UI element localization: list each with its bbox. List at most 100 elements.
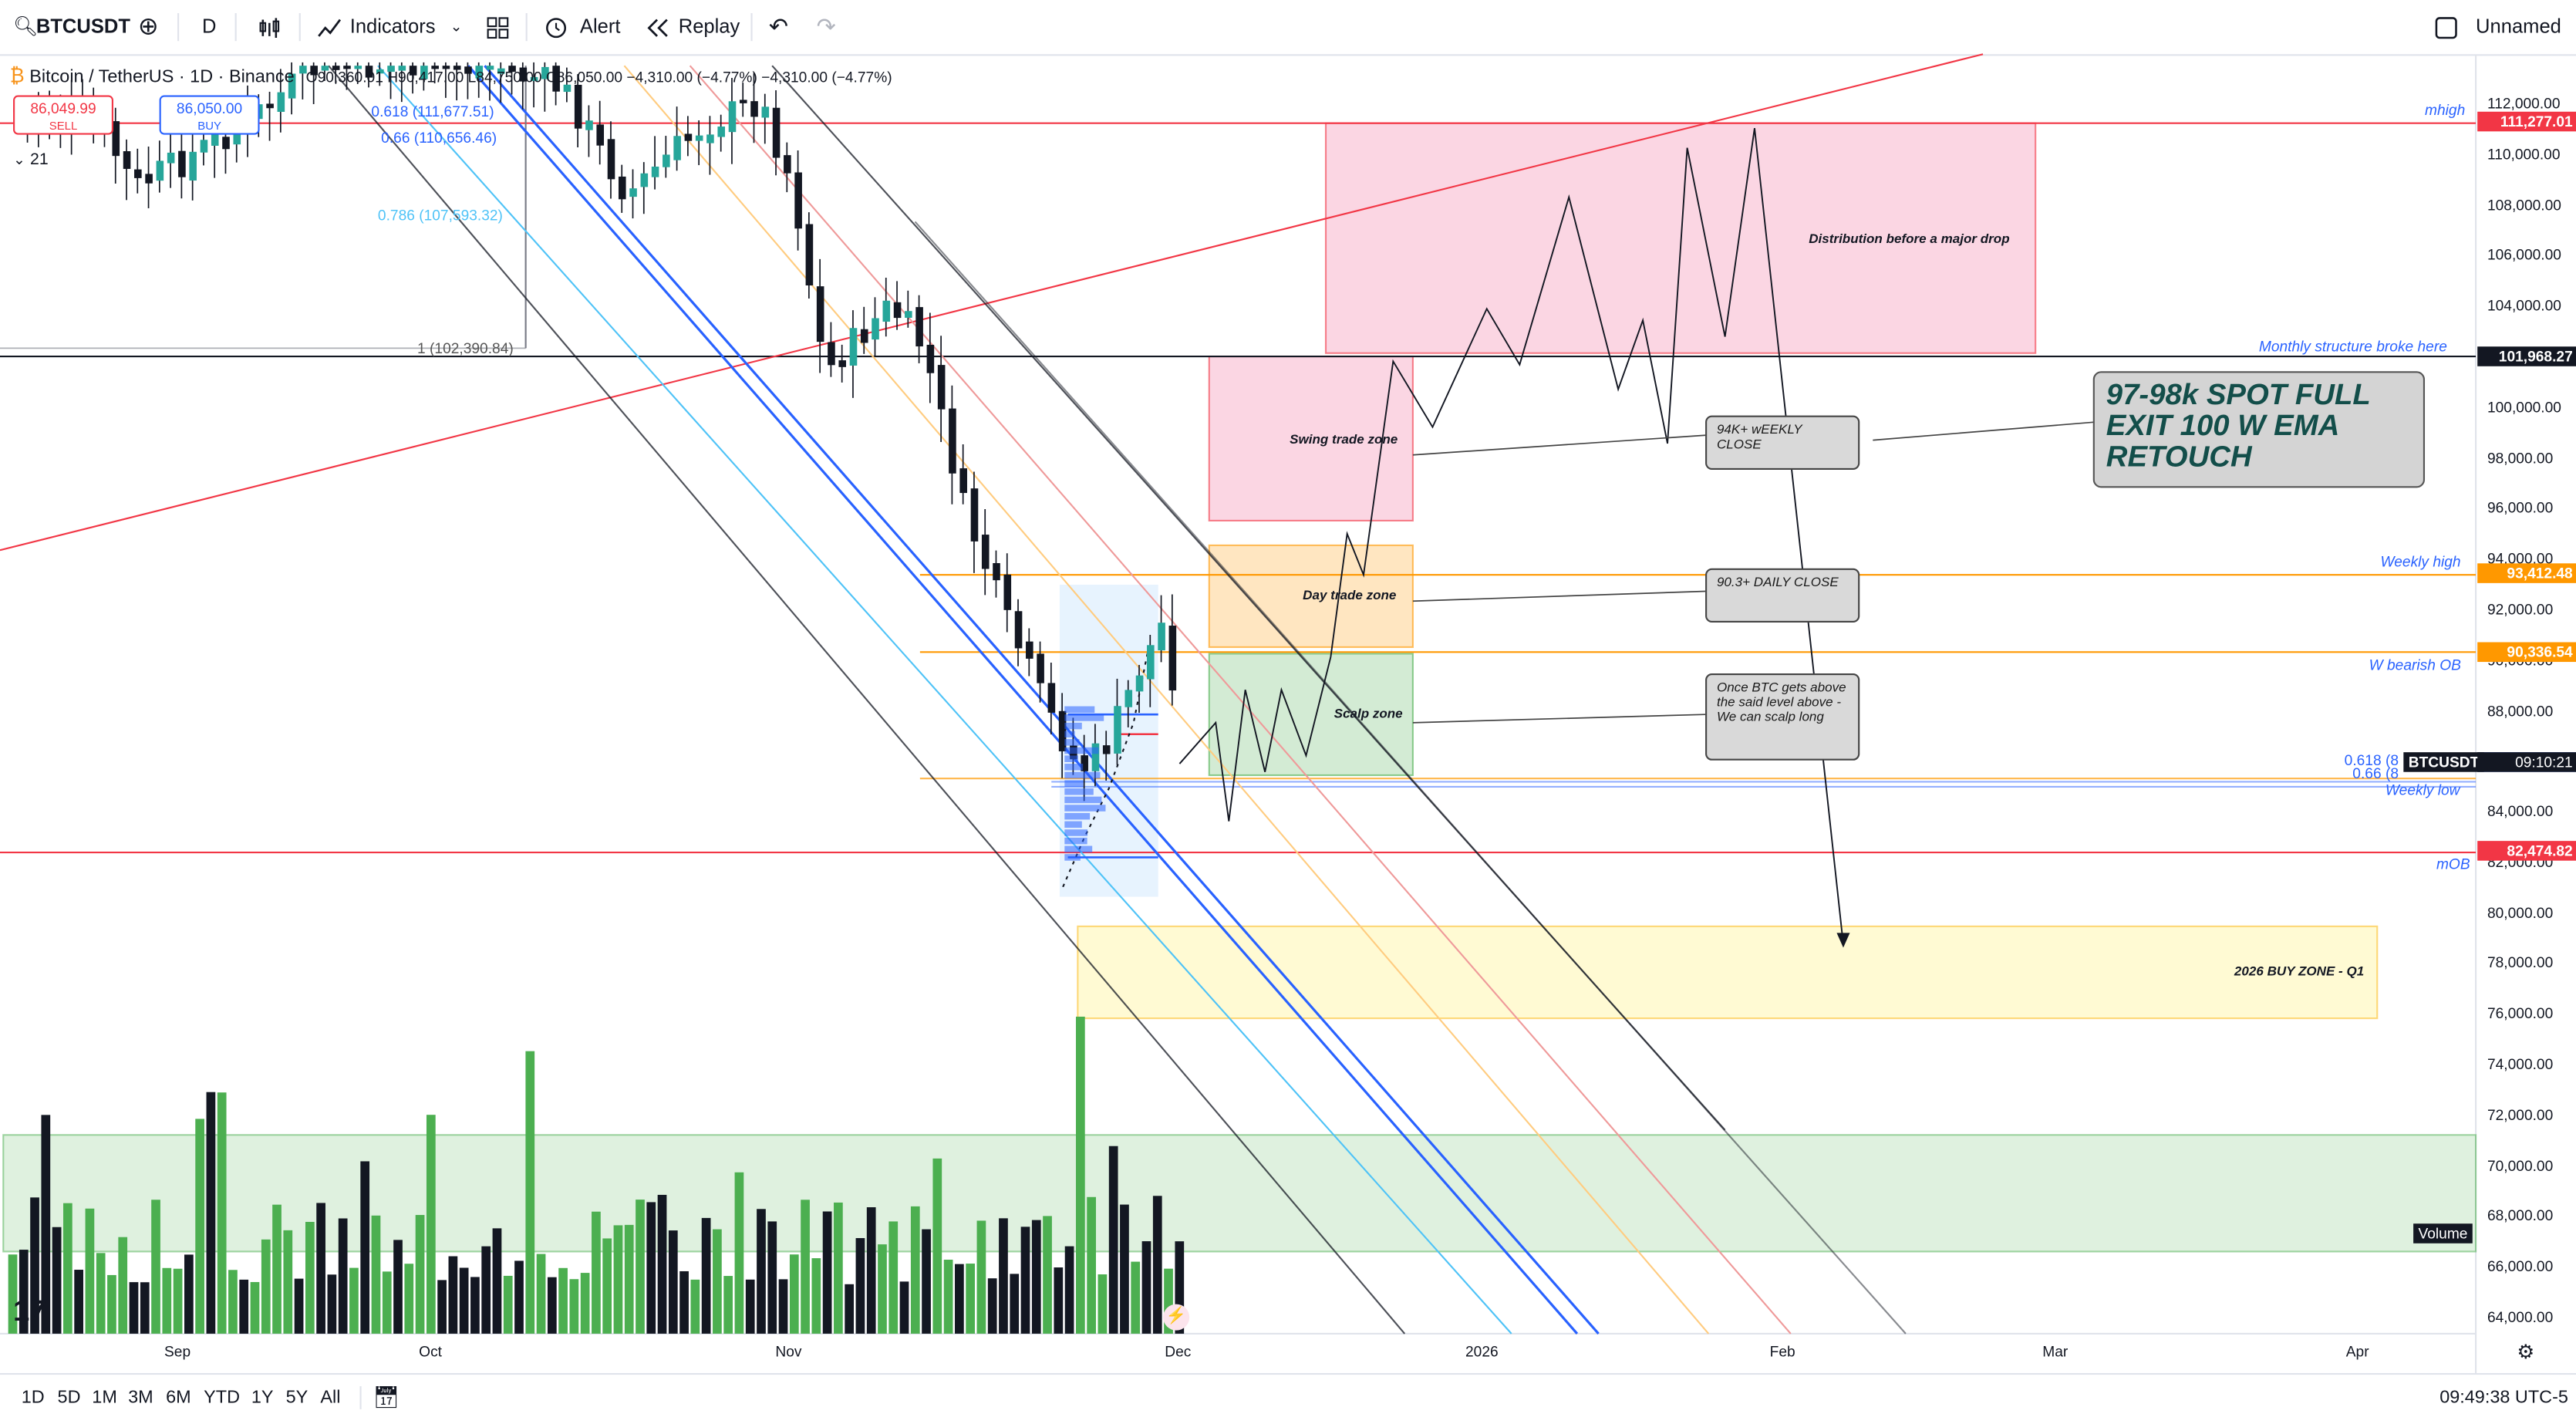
volume-bar xyxy=(888,1221,899,1334)
monthly-structure-label: Monthly structure broke here xyxy=(2258,338,2447,355)
indicator-count: 21 xyxy=(30,150,49,170)
volume-bar xyxy=(107,1274,116,1334)
range-button-1d[interactable]: 1D xyxy=(21,1388,45,1408)
candle xyxy=(552,66,560,92)
candle xyxy=(618,176,626,200)
candle xyxy=(915,307,923,347)
volume-bar xyxy=(1054,1267,1064,1334)
settings-gear-icon[interactable]: ⚙ xyxy=(2517,1340,2535,1364)
day-trade-zone-box[interactable] xyxy=(1208,544,1414,648)
buy-zone-2026-box[interactable] xyxy=(1077,925,2379,1020)
volume-bar xyxy=(1097,1274,1108,1334)
volume-bar xyxy=(404,1264,414,1334)
replay-button[interactable]: Replay xyxy=(678,15,740,38)
swing-trade-zone-box[interactable] xyxy=(1208,355,1414,522)
search-icon[interactable]: 🔍︎ xyxy=(13,15,39,38)
candle xyxy=(233,127,241,145)
range-button-5d[interactable]: 5D xyxy=(57,1388,81,1408)
scalp-zone-box[interactable] xyxy=(1208,653,1414,777)
volume-zone-box[interactable] xyxy=(2,1134,2477,1253)
buy-label: BUY xyxy=(197,121,221,133)
light-blue-channel-line[interactable] xyxy=(377,65,1512,1335)
volume-bar xyxy=(1131,1261,1141,1334)
candle xyxy=(949,408,956,474)
spot-exit-callout[interactable]: 97-98k SPOT FULL EXIT 100 W EMA RETOUCH xyxy=(2092,371,2426,488)
candle xyxy=(816,286,824,343)
black-channel-line-far[interactable] xyxy=(914,221,1907,1335)
candle xyxy=(464,66,472,74)
candle xyxy=(872,318,879,340)
volume-bar xyxy=(547,1277,557,1334)
candle xyxy=(607,139,615,180)
range-button-3m[interactable]: 3M xyxy=(128,1388,153,1408)
alarm-clock-icon[interactable] xyxy=(544,0,568,54)
candle xyxy=(574,84,582,129)
scalp-long-callout[interactable]: Once BTC gets above the said level above… xyxy=(1705,673,1860,761)
candles-style-icon[interactable] xyxy=(258,0,281,54)
undo-icon[interactable]: ↶ xyxy=(768,13,788,40)
candle xyxy=(145,174,153,184)
candle xyxy=(1081,755,1088,771)
symbol-search-button[interactable]: BTCUSDT xyxy=(35,15,130,38)
candle xyxy=(178,150,186,177)
indicators-button[interactable]: Indicators xyxy=(349,15,436,38)
volume-bar xyxy=(162,1267,172,1334)
candle xyxy=(222,137,230,150)
go-to-date-calendar-icon[interactable]: 📅︎ xyxy=(373,1384,400,1409)
candle xyxy=(596,124,605,146)
compare-add-icon[interactable]: ⊕ xyxy=(137,13,159,42)
callout-pointer xyxy=(1873,421,2095,441)
fib-label: 0.66 (8 xyxy=(2352,765,2399,782)
redo-icon[interactable]: ↷ xyxy=(816,13,836,40)
indicators-collapse-button[interactable]: ⌄ 21 xyxy=(13,147,59,173)
volume-profile-bar xyxy=(1064,706,1095,714)
range-button-1y[interactable]: 1Y xyxy=(251,1388,274,1408)
sell-button[interactable]: 86,049.99 SELL xyxy=(13,95,113,135)
volume-bar xyxy=(217,1092,227,1334)
volume-bar xyxy=(922,1229,931,1334)
range-button-6m[interactable]: 6M xyxy=(166,1388,191,1408)
black-channel-line-lower[interactable] xyxy=(328,65,1406,1335)
blue-channel-line-1[interactable] xyxy=(484,65,1600,1335)
symbol-name[interactable]: Bitcoin / TetherUS · 1D · Binance xyxy=(29,67,295,87)
callout-pointer xyxy=(1412,714,1706,724)
candle xyxy=(563,84,572,93)
volume-bar xyxy=(294,1278,304,1334)
range-button-all[interactable]: All xyxy=(320,1388,341,1408)
clock-timezone[interactable]: 09:49:38 UTC-5 xyxy=(2439,1388,2568,1408)
layout-checkbox-icon[interactable] xyxy=(2435,0,2458,54)
candle xyxy=(409,66,417,76)
alert-button[interactable]: Alert xyxy=(579,15,621,38)
range-button-5y[interactable]: 5Y xyxy=(285,1388,309,1408)
layouts-grid-icon[interactable] xyxy=(487,0,510,54)
volume-bar xyxy=(426,1115,436,1334)
volume-bar xyxy=(811,1258,821,1334)
toolbar-divider xyxy=(525,13,528,42)
indicators-icon[interactable] xyxy=(317,0,342,54)
replay-icon[interactable] xyxy=(647,0,669,54)
volume-bar xyxy=(1020,1227,1030,1334)
interval-button[interactable]: D xyxy=(202,15,217,38)
price-tick: 74,000.00 xyxy=(2487,1056,2554,1073)
projected-price-path[interactable] xyxy=(1178,127,1844,945)
buy-button[interactable]: 86,050.00 BUY xyxy=(159,95,260,135)
layout-name-button[interactable]: Unnamed xyxy=(2476,15,2561,38)
candle xyxy=(1135,675,1144,692)
blue-channel-line-2[interactable] xyxy=(467,65,1579,1335)
time-tick: 2026 xyxy=(1465,1343,1499,1360)
range-button-ytd[interactable]: YTD xyxy=(204,1388,240,1408)
daily-close-callout[interactable]: 90.3+ DAILY CLOSE xyxy=(1705,568,1860,623)
volume-bar xyxy=(437,1280,447,1334)
red-trendline[interactable] xyxy=(0,53,1984,552)
weekly-close-callout[interactable]: 94K+ wEEKLY CLOSE xyxy=(1705,415,1860,470)
orange-channel-line[interactable] xyxy=(623,65,1710,1335)
volume-bar xyxy=(580,1273,590,1334)
candle xyxy=(277,92,285,112)
volume-profile-bar xyxy=(1064,854,1081,861)
lightning-event-icon[interactable]: ⚡ xyxy=(1163,1304,1190,1331)
chevron-down-icon[interactable]: ⌄ xyxy=(450,18,463,35)
candle xyxy=(431,66,439,69)
range-button-1m[interactable]: 1M xyxy=(92,1388,117,1408)
candle xyxy=(1026,641,1033,659)
pink-channel-line[interactable] xyxy=(689,65,1792,1335)
